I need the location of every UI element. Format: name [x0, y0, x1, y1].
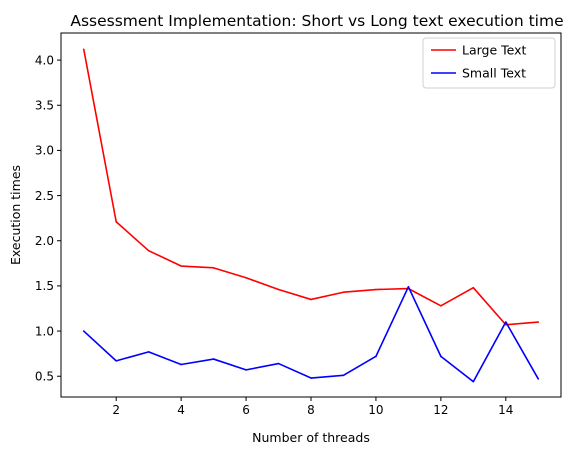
chart-title: Assessment Implementation: Short vs Long…	[70, 12, 563, 30]
y-axis: 0.5 1.0 1.5 2.0 2.5 3.0 3.5 4.0	[35, 53, 61, 384]
x-tick-label: 4	[177, 403, 185, 417]
y-tick-label: 0.5	[35, 370, 54, 384]
data-point-large-text	[310, 298, 312, 301]
data-point-large-text	[115, 220, 117, 223]
y-tick-label: 3.5	[35, 99, 54, 113]
data-point-large-text	[212, 267, 215, 269]
data-point-large-text	[82, 48, 85, 51]
data-point-small-text	[342, 374, 345, 377]
y-tick-label: 1.0	[35, 324, 54, 338]
data-point-small-text	[375, 355, 377, 358]
data-point-small-text	[310, 377, 312, 379]
data-point-small-text	[245, 369, 247, 371]
data-point-large-text	[440, 304, 442, 307]
y-tick-label: 2.5	[35, 189, 54, 203]
data-point-large-text	[147, 249, 150, 252]
data-point-small-text	[472, 380, 475, 383]
y-tick-label: 1.5	[35, 279, 54, 293]
data-point-large-text	[375, 288, 377, 291]
data-point-small-text	[180, 363, 182, 366]
series-layer	[82, 48, 540, 383]
y-tick-label: 3.0	[35, 144, 54, 158]
series-line-small-text	[83, 286, 539, 383]
y-axis-label: Execution times	[8, 165, 23, 265]
x-tick-label: 2	[112, 403, 120, 417]
x-tick-label: 6	[242, 403, 250, 417]
data-point-large-text	[472, 286, 475, 289]
data-point-small-text	[505, 321, 507, 323]
data-point-small-text	[82, 330, 85, 332]
data-point-small-text	[537, 378, 540, 380]
data-point-small-text	[277, 362, 280, 365]
data-point-large-text	[537, 321, 540, 323]
x-tick-label: 14	[498, 403, 513, 417]
y-tick-label: 4.0	[35, 53, 54, 67]
y-tick-label: 2.0	[35, 234, 54, 248]
data-point-small-text	[147, 351, 150, 353]
data-point-large-text	[342, 291, 345, 294]
legend-label-small-text: Small Text	[462, 66, 526, 81]
series-line-large-text	[82, 49, 539, 326]
x-tick-label: 8	[307, 403, 315, 417]
x-tick-label: 10	[368, 403, 383, 417]
data-point-small-text	[440, 355, 442, 358]
data-point-large-text	[245, 276, 247, 279]
legend: Large Text Small Text	[422, 37, 556, 89]
data-point-large-text	[277, 288, 280, 291]
data-point-small-text	[212, 358, 215, 360]
x-axis-label: Number of threads	[252, 430, 370, 445]
data-point-large-text	[180, 265, 182, 267]
x-tick-label: 12	[433, 403, 448, 417]
legend-label-large-text: Large Text	[462, 43, 527, 58]
x-axis: 2 4 6 8 10 12 14	[112, 397, 513, 417]
data-point-small-text	[115, 360, 117, 362]
data-point-small-text	[407, 286, 410, 288]
